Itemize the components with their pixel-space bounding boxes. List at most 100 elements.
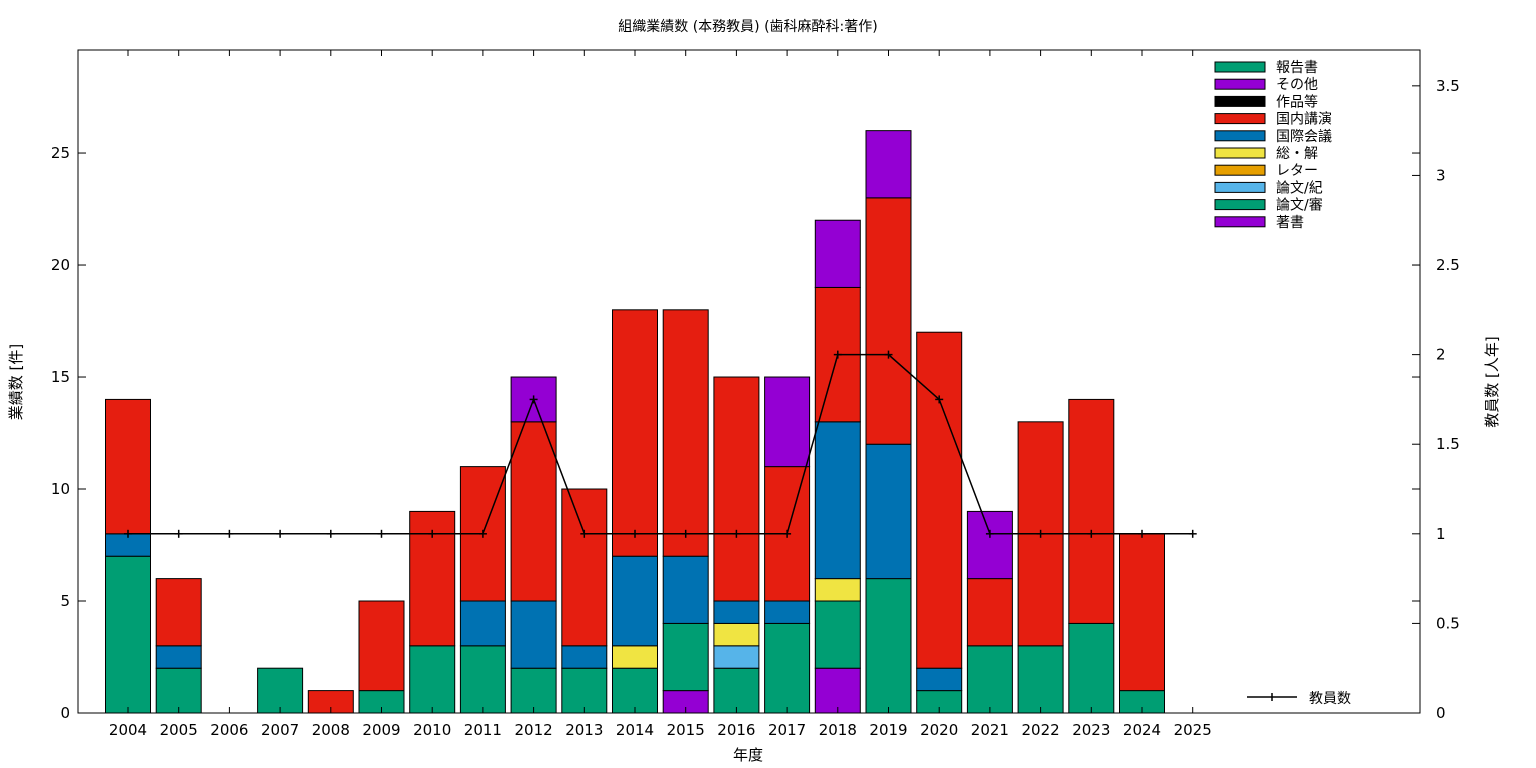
staff-point-2004 bbox=[124, 529, 132, 538]
staff-point-2006 bbox=[225, 529, 234, 538]
bar-2014-series-5 bbox=[612, 555, 658, 647]
legend-label-8: 論文/審 bbox=[1276, 198, 1323, 214]
bar-2014-series-1 bbox=[612, 667, 658, 714]
bar-2004-series-6 bbox=[105, 398, 151, 535]
bar-2017-series-8 bbox=[764, 376, 811, 468]
bar-2018-series-5 bbox=[814, 421, 861, 580]
x-tick-label: 2024 bbox=[1123, 721, 1161, 739]
staff-point-2017 bbox=[783, 529, 792, 538]
y-tick-label: 25 bbox=[51, 144, 70, 162]
bar-2015-series-6 bbox=[662, 309, 709, 557]
x-axis-title: 年度 bbox=[733, 746, 763, 764]
bar-2023-series-6 bbox=[1068, 398, 1115, 624]
bar-2020-series-5 bbox=[916, 667, 963, 692]
bar-2009-series-6 bbox=[358, 600, 405, 692]
y-tick-label: 15 bbox=[51, 368, 70, 386]
staff-point-2014 bbox=[631, 529, 639, 538]
staff-point-2010 bbox=[428, 529, 437, 538]
staff-point-2023 bbox=[1087, 529, 1096, 538]
y-tick-label: 5 bbox=[60, 592, 70, 610]
y2-tick-label: 1.5 bbox=[1436, 435, 1460, 453]
legend-swatch-7 bbox=[1214, 181, 1266, 193]
x-tick-label: 2011 bbox=[464, 721, 502, 739]
staff-point-2025 bbox=[1188, 529, 1197, 538]
y-tick-label: 0 bbox=[60, 704, 70, 722]
staff-point-2018 bbox=[833, 350, 842, 359]
bar-2021-series-6 bbox=[966, 578, 1013, 647]
bar-2010-series-1 bbox=[409, 645, 456, 714]
bar-2012-series-5 bbox=[510, 600, 557, 669]
legend-swatch-5 bbox=[1214, 147, 1266, 159]
bar-2024-series-6 bbox=[1119, 533, 1165, 692]
x-tick-label: 2012 bbox=[515, 721, 553, 739]
y2-axis-ticks: 0 0.5 1 1.5 2 2.5 3 3.5 bbox=[1412, 77, 1460, 722]
staff-point-2005 bbox=[174, 529, 183, 538]
x-axis-ticks: 2004 2005 2006 2007 2008 2009 2010 2011 2012 2013… bbox=[109, 50, 1212, 739]
bar-2018-series-1 bbox=[814, 600, 861, 669]
y2-tick-label: 1 bbox=[1436, 525, 1446, 543]
x-tick-label: 2025 bbox=[1174, 721, 1212, 739]
bar-2013-series-1 bbox=[561, 667, 608, 714]
legend-swatch-2 bbox=[1214, 95, 1266, 107]
bar-2015-series-1 bbox=[662, 622, 709, 692]
bar-2016-series-5 bbox=[713, 600, 760, 624]
x-tick-label: 2008 bbox=[312, 721, 350, 739]
x-tick-label: 2020 bbox=[920, 721, 958, 739]
legend-label-6: レター bbox=[1276, 163, 1318, 179]
staff-point-2022 bbox=[1036, 529, 1045, 538]
staff-point-2021 bbox=[985, 529, 994, 538]
bar-2005-series-5 bbox=[155, 645, 202, 669]
legend-label-4: 国際会議 bbox=[1276, 128, 1332, 145]
bar-2015-series-5 bbox=[662, 555, 709, 624]
x-tick-label: 2005 bbox=[160, 721, 198, 739]
bar-2012-series-8 bbox=[510, 376, 557, 423]
staff-point-2024 bbox=[1138, 529, 1146, 538]
legend-swatch-8 bbox=[1214, 199, 1266, 211]
y2-tick-label: 3 bbox=[1436, 166, 1446, 184]
staff-point-2009 bbox=[377, 529, 386, 538]
legend-label-7: 論文/紀 bbox=[1276, 180, 1323, 196]
legend-swatch-9 bbox=[1214, 216, 1266, 228]
y2-tick-label: 2.5 bbox=[1436, 256, 1460, 274]
y2-tick-label: 0 bbox=[1436, 704, 1446, 722]
staff-point-2008 bbox=[326, 529, 335, 538]
legend-swatch-0 bbox=[1214, 61, 1266, 73]
staff-point-2020 bbox=[935, 395, 944, 404]
bar-2018-series-0 bbox=[814, 667, 861, 714]
x-tick-label: 2019 bbox=[869, 721, 907, 739]
legend-swatch-6 bbox=[1214, 164, 1266, 176]
y-tick-label: 10 bbox=[51, 480, 70, 498]
x-tick-label: 2017 bbox=[768, 721, 806, 739]
legend-label-5: 総・解 bbox=[1276, 146, 1318, 162]
bar-2019-series-8 bbox=[865, 130, 912, 199]
x-tick-label: 2014 bbox=[616, 721, 654, 739]
legend-label-9: 著書 bbox=[1276, 215, 1304, 231]
staff-line bbox=[128, 353, 1193, 535]
bar-2018-series-4 bbox=[814, 578, 861, 602]
bar-2023-series-1 bbox=[1068, 622, 1115, 714]
bar-2021-series-1 bbox=[966, 645, 1013, 714]
y2-tick-label: 2 bbox=[1436, 346, 1446, 364]
bar-2019-series-6 bbox=[865, 197, 912, 445]
bar-2012-series-6 bbox=[510, 421, 557, 602]
bar-2020-series-6 bbox=[916, 331, 963, 669]
legend-swatch-3 bbox=[1214, 113, 1266, 125]
bar-2007-series-1 bbox=[257, 667, 304, 714]
legend-label-2: 作品等 bbox=[1276, 93, 1318, 110]
x-tick-label: 2018 bbox=[819, 721, 857, 739]
bars-layer bbox=[105, 130, 1165, 714]
bar-2019-series-1 bbox=[865, 578, 912, 714]
bar-2019-series-5 bbox=[865, 443, 912, 580]
bar-2016-series-6 bbox=[713, 376, 760, 602]
plot-frame bbox=[77, 49, 1421, 714]
staff-point-2012 bbox=[529, 395, 538, 404]
bar-2012-series-1 bbox=[510, 667, 557, 714]
x-tick-label: 2013 bbox=[565, 721, 603, 739]
bar-2016-series-4 bbox=[713, 622, 760, 647]
legend-label-0: 報告書 bbox=[1276, 60, 1318, 76]
y2-axis-title: 教員数 [人年] bbox=[1483, 336, 1501, 427]
x-tick-label: 2021 bbox=[971, 721, 1009, 739]
legend-label-3: 国内講演 bbox=[1276, 112, 1332, 128]
bar-2005-series-1 bbox=[155, 667, 202, 714]
